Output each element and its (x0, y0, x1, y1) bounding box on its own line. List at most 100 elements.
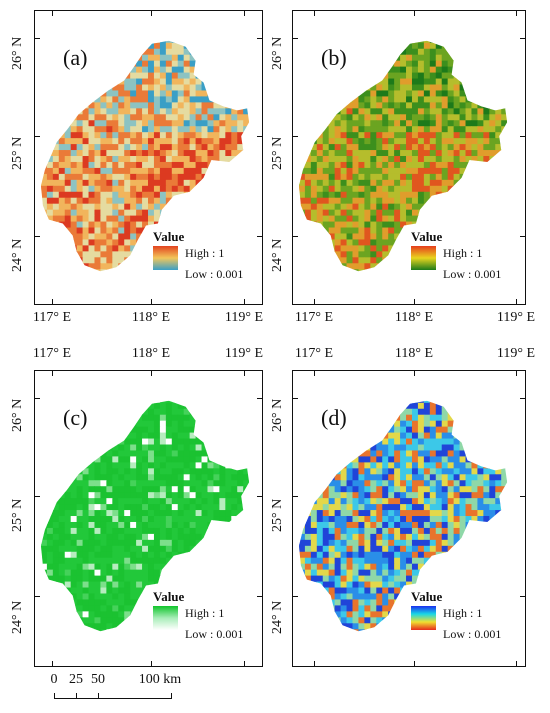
map-cell (243, 156, 250, 163)
map-cell (400, 221, 407, 229)
map-cell (64, 179, 72, 187)
map-cell (70, 108, 78, 115)
map-cell (153, 138, 161, 145)
map-cell (52, 114, 60, 121)
map-cell (165, 108, 173, 115)
map-cell (213, 72, 220, 80)
map-cell (207, 426, 214, 434)
map-cell (501, 114, 508, 121)
map-cell (52, 108, 60, 115)
map-cell (519, 108, 525, 114)
map-cell (46, 138, 54, 145)
map-cell (88, 72, 95, 80)
map-cell (183, 462, 191, 469)
map-cell (519, 204, 525, 210)
map-cell (213, 420, 220, 428)
map-cell (71, 31, 77, 37)
map-cell (89, 275, 95, 281)
map-cell (130, 414, 137, 422)
map-cell (501, 48, 508, 56)
map-cell (118, 527, 125, 535)
map-cell (364, 179, 371, 187)
map-cell (70, 539, 78, 547)
map-cell (310, 48, 318, 56)
map-cell (136, 161, 143, 169)
map-cell (219, 516, 226, 523)
map-cell (94, 40, 101, 44)
map-cell (40, 78, 42, 85)
map-cell (159, 444, 167, 451)
map-cell (46, 96, 54, 103)
map-cell (106, 420, 113, 428)
map-cell (88, 521, 95, 529)
map-cell (46, 623, 54, 630)
map-cell (88, 516, 95, 523)
map-cell (64, 72, 72, 80)
map-cell (201, 191, 208, 199)
map-cell (53, 391, 59, 397)
map-cell (40, 587, 42, 594)
map-cell (219, 31, 225, 37)
map-cell (394, 84, 401, 91)
map-cell (70, 563, 78, 571)
map-cell (316, 102, 324, 109)
map-cell (177, 444, 185, 451)
map-cell (171, 527, 179, 535)
map-cell (100, 450, 107, 457)
map-cell (177, 102, 185, 109)
map-cell (153, 516, 161, 523)
map-cell (106, 462, 113, 469)
map-cell (298, 102, 300, 109)
map-cell (388, 203, 395, 211)
map-cell (213, 209, 220, 217)
map-cell (189, 420, 197, 428)
map-cell (82, 521, 90, 529)
map-cell (219, 203, 226, 211)
map-cell (316, 138, 324, 145)
map-cell (364, 167, 371, 175)
map-cell (243, 114, 250, 121)
map-cell (52, 239, 60, 246)
map-cell (58, 138, 66, 145)
map-cell (465, 221, 472, 229)
map-cell (370, 239, 377, 246)
map-cell (70, 492, 78, 499)
map-cell (142, 510, 149, 517)
map-cell (304, 239, 312, 246)
map-cell (261, 403, 262, 409)
map-cell (459, 132, 467, 139)
map-cell (382, 90, 389, 97)
map-cell (171, 516, 179, 523)
map-cell (165, 179, 173, 187)
map-cell (88, 527, 95, 535)
map-cell (106, 450, 113, 457)
map-cell (52, 120, 60, 127)
map-cell (358, 150, 365, 157)
map-cell (142, 498, 149, 505)
map-cell (40, 414, 48, 422)
map-cell (519, 49, 525, 55)
map-cell (40, 197, 42, 205)
map-cell (94, 539, 101, 547)
map-cell (237, 462, 244, 469)
map-cell (58, 245, 66, 252)
map-cell (159, 126, 167, 133)
map-cell (118, 173, 125, 181)
map-cell (136, 391, 142, 397)
map-cell (513, 156, 519, 162)
map-cell (82, 221, 90, 229)
map-cell (207, 31, 213, 37)
map-cell (148, 498, 155, 505)
map-cell (82, 156, 90, 163)
map-cell (249, 79, 255, 85)
map-cell (453, 156, 461, 163)
map-cell (225, 486, 232, 493)
map-cell (465, 203, 472, 211)
map-cell (124, 581, 131, 589)
map-cell (94, 126, 101, 133)
map-cell (370, 221, 377, 229)
map-cell (83, 281, 89, 287)
map-cell (243, 575, 250, 583)
map-cell (171, 400, 179, 404)
map-cell (304, 42, 312, 50)
